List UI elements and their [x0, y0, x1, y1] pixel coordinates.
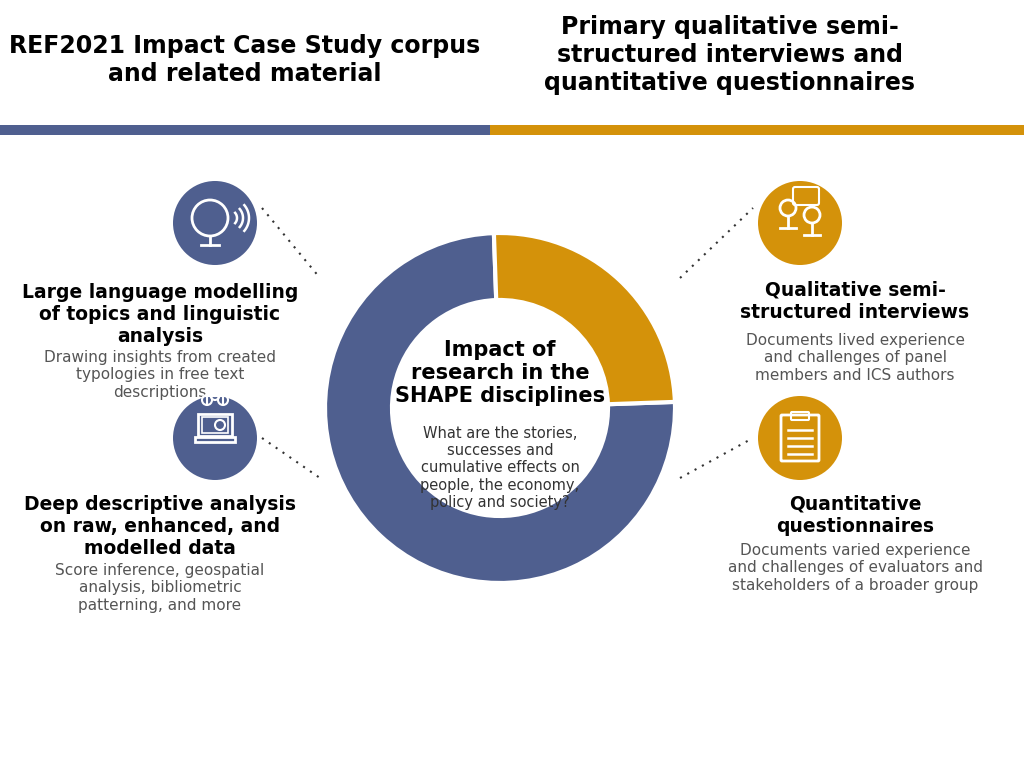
- Bar: [490, 125, 1024, 135]
- Wedge shape: [325, 233, 675, 583]
- Text: Documents lived experience
and challenges of panel
members and ICS authors: Documents lived experience and challenge…: [745, 333, 965, 382]
- Text: Primary qualitative semi-
structured interviews and
quantitative questionnaires: Primary qualitative semi- structured int…: [545, 15, 915, 94]
- Bar: [202, 417, 228, 433]
- Circle shape: [758, 181, 842, 265]
- Bar: [195, 437, 234, 442]
- Circle shape: [392, 300, 608, 516]
- Text: Qualitative semi-
structured interviews: Qualitative semi- structured interviews: [740, 281, 970, 322]
- Text: Drawing insights from created
typologies in free text
descriptions: Drawing insights from created typologies…: [44, 350, 276, 400]
- Text: Deep descriptive analysis
on raw, enhanced, and
modelled data: Deep descriptive analysis on raw, enhanc…: [24, 495, 296, 558]
- Text: Impact of
research in the
SHAPE disciplines: Impact of research in the SHAPE discipli…: [395, 339, 605, 406]
- Text: Large language modelling
of topics and linguistic
analysis: Large language modelling of topics and l…: [22, 283, 298, 346]
- Circle shape: [173, 396, 257, 480]
- Bar: [0, 125, 490, 135]
- Text: Documents varied experience
and challenges of evaluators and
stakeholders of a b: Documents varied experience and challeng…: [727, 543, 982, 593]
- Circle shape: [758, 396, 842, 480]
- Text: REF2021 Impact Case Study corpus
and related material: REF2021 Impact Case Study corpus and rel…: [9, 34, 480, 86]
- Wedge shape: [494, 233, 675, 404]
- Circle shape: [173, 181, 257, 265]
- Text: Score inference, geospatial
analysis, bibliometric
patterning, and more: Score inference, geospatial analysis, bi…: [55, 563, 264, 613]
- Bar: [198, 414, 232, 436]
- Text: Quantitative
questionnaires: Quantitative questionnaires: [776, 495, 934, 536]
- Text: What are the stories,
successes and
cumulative effects on
people, the economy,
p: What are the stories, successes and cumu…: [421, 425, 580, 510]
